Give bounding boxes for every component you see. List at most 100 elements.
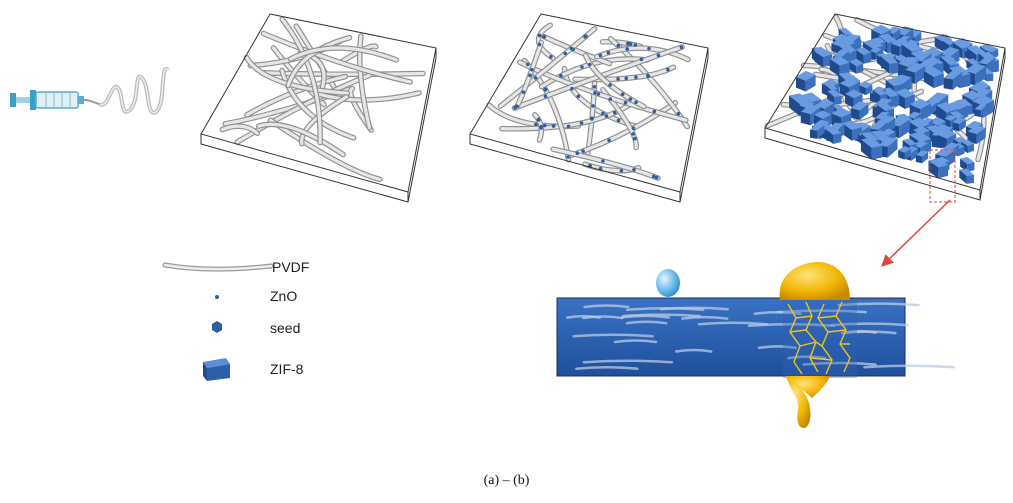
zno-particle [533, 76, 538, 80]
zif8-face-left [928, 160, 939, 179]
zif8-face-top [948, 65, 971, 77]
zif8-crystal [923, 67, 944, 89]
syringe-icon [10, 90, 101, 110]
zif8-crystal [974, 104, 987, 118]
zif8-face-left [898, 150, 905, 160]
embedded-fiber-streak [681, 315, 729, 320]
zif8-face-right [805, 74, 816, 92]
zif8-crystal [827, 89, 842, 105]
zif8-face-right [983, 99, 994, 118]
zif8-face-left [855, 49, 864, 64]
zno-particle [584, 34, 588, 38]
zno-particle [539, 126, 543, 130]
zif8-face-right [959, 119, 966, 132]
zif8-face-top [800, 104, 821, 115]
zno-particle [543, 87, 548, 92]
zif8-face-right [871, 145, 883, 160]
zno-particle [591, 104, 595, 108]
zif8-face-right [938, 165, 949, 179]
zif8-face-top [878, 137, 898, 147]
legend-item-pvdf: PVDF [162, 259, 309, 275]
zif8-face-top [909, 131, 932, 143]
zno-particle [592, 85, 597, 89]
pvdf-fiber-highlight [289, 46, 398, 62]
pvdf-fiber-highlight [551, 147, 660, 180]
embedded-fiber-streak [582, 359, 674, 364]
zif8-face-left [934, 37, 944, 52]
legend-label-zif8: ZIF-8 [270, 361, 304, 377]
legend-item-seed: seed [212, 320, 300, 336]
zif8-crystal [952, 117, 966, 132]
zif8-face-left [940, 56, 950, 76]
zif8-face-left [936, 105, 947, 124]
embedded-fiber-streak [757, 345, 797, 350]
zif8-face-top [937, 129, 957, 139]
zif8-face-top [931, 125, 953, 137]
embedded-fiber-streak [625, 307, 705, 312]
zoom-arrow [881, 199, 951, 267]
zif8-face-top [860, 137, 883, 148]
embedded-fiber-streak [837, 302, 920, 307]
zif8-face-right [887, 138, 898, 158]
zif8-face-top [898, 146, 912, 153]
pvdf-fiber-highlight [244, 55, 349, 95]
zno-particle [581, 149, 585, 153]
zif8-face-top [956, 98, 973, 107]
zif8-face-right [859, 103, 869, 120]
embedded-fiber-streak [674, 348, 713, 353]
zif8-face-left [829, 59, 840, 77]
zif8-face-top [952, 117, 966, 125]
oil-droplet-bottom [786, 376, 811, 428]
zif8-face-top [964, 63, 987, 74]
zno-particle [656, 53, 661, 58]
zif8-face-top [977, 81, 991, 88]
zif8-crystal [850, 101, 869, 120]
zno-particle [652, 109, 657, 114]
zif8-face-left [937, 134, 947, 150]
embedded-fiber-streak [802, 361, 877, 366]
zif8-crystal [960, 156, 975, 172]
zif8-face-top [902, 138, 917, 146]
zif8-face-top [814, 110, 832, 120]
zif8-face-top [926, 92, 949, 104]
zif8-crystal [824, 126, 842, 145]
zno-particle [579, 121, 584, 125]
zif8-face-top [944, 114, 957, 122]
zif8-face-left [915, 155, 922, 164]
zif8-face-top [885, 78, 902, 87]
zno-particle [537, 42, 542, 47]
zif8-face-left [800, 111, 811, 126]
zno-particle [633, 43, 638, 47]
zno-particle [569, 46, 574, 51]
zno-particle [631, 126, 636, 131]
zif8-face-top [968, 82, 988, 93]
zif8-face-top [901, 41, 923, 52]
zif8-face-left [850, 108, 860, 120]
zif8-face-right [921, 151, 929, 164]
zno-particle [576, 94, 581, 99]
zif8-face-top [838, 27, 853, 35]
zif8-face-left [974, 109, 981, 118]
zif8-face-left [859, 85, 866, 96]
zif8-crystal [959, 168, 974, 184]
zif8-face-right [966, 174, 974, 184]
zif8-crystal [800, 104, 821, 126]
zno-particle [543, 123, 547, 128]
zno-particle [608, 83, 612, 87]
pvdf-fiber-highlight [512, 45, 684, 110]
zif8-face-top [895, 88, 915, 99]
zno-particle [631, 132, 635, 136]
zno-particle [588, 62, 592, 67]
zif8-face-top [832, 49, 850, 58]
zif8-face-left [814, 51, 824, 68]
zno-particle [598, 53, 603, 58]
zif8-face-top [862, 38, 884, 49]
zno-particle [608, 97, 613, 101]
zif8-face-top [869, 120, 888, 130]
zif8-crystal [880, 54, 899, 74]
zif8-face-top [972, 95, 994, 106]
embedded-fiber-streak [747, 323, 836, 328]
zif8-face-top [949, 111, 965, 119]
zno-particle [679, 45, 684, 50]
zif8-face-top [965, 120, 983, 130]
